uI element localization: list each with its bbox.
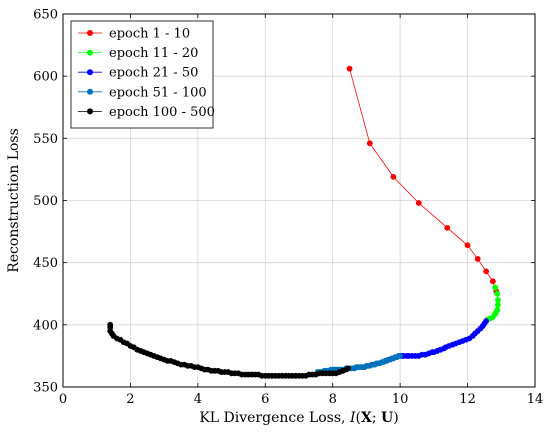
data-point bbox=[464, 242, 471, 249]
legend-swatch-marker bbox=[87, 88, 93, 95]
series-5 bbox=[107, 321, 351, 379]
y-tick-label: 400 bbox=[33, 318, 58, 333]
x-tick-label: 4 bbox=[194, 392, 202, 407]
y-tick-label: 500 bbox=[33, 194, 58, 209]
legend-item: epoch 100 - 500 bbox=[78, 105, 215, 120]
series-3 bbox=[398, 318, 490, 359]
legend-swatch-marker bbox=[87, 49, 93, 56]
axis-ticks: 0 2 4 6 8 10 12 14 350 400 450 500 550 600 650 bbox=[33, 8, 543, 408]
data-point bbox=[483, 268, 490, 275]
data-point bbox=[346, 65, 353, 72]
legend-label: epoch 100 - 500 bbox=[109, 105, 215, 120]
data-point bbox=[415, 200, 422, 206]
y-tick-label: 450 bbox=[33, 256, 58, 271]
x-tick-label: 10 bbox=[392, 392, 409, 407]
legend-box bbox=[70, 20, 214, 129]
legend-label: epoch 11 - 20 bbox=[109, 46, 198, 61]
data-point bbox=[492, 284, 499, 291]
x-tick-label: 0 bbox=[59, 392, 67, 407]
data-point bbox=[366, 140, 373, 147]
legend-swatch-marker bbox=[87, 108, 93, 115]
legend-label: epoch 1 - 10 bbox=[109, 27, 190, 42]
legend-label: epoch 51 - 100 bbox=[109, 85, 207, 100]
y-axis-label: Reconstruction Loss bbox=[6, 128, 22, 273]
data-point bbox=[390, 173, 397, 180]
series-4 bbox=[314, 353, 404, 375]
y-tick-label: 550 bbox=[33, 132, 58, 147]
data-point bbox=[107, 321, 114, 328]
x-tick-label: 6 bbox=[261, 392, 269, 407]
x-tick-label: 14 bbox=[527, 392, 544, 407]
data-point bbox=[494, 290, 501, 297]
data-point bbox=[489, 278, 496, 285]
x-tick-label: 12 bbox=[459, 392, 476, 407]
legend-swatch-marker bbox=[87, 30, 93, 36]
legend-swatch-marker bbox=[87, 69, 93, 76]
series-2 bbox=[484, 284, 501, 323]
data-point bbox=[444, 224, 451, 231]
plot-data bbox=[107, 65, 501, 379]
y-tick-label: 600 bbox=[33, 70, 58, 85]
data-point bbox=[474, 256, 481, 262]
data-point bbox=[495, 302, 501, 308]
series-1 bbox=[346, 65, 500, 295]
grid bbox=[62, 13, 536, 388]
legend-item: epoch 1 - 10 bbox=[78, 27, 190, 42]
series-line bbox=[349, 68, 497, 292]
legend-item: epoch 11 - 20 bbox=[78, 46, 198, 61]
y-tick-label: 350 bbox=[33, 381, 58, 396]
x-tick-label: 8 bbox=[329, 392, 337, 407]
legend-item: epoch 51 - 100 bbox=[78, 85, 207, 100]
legend-item: epoch 21 - 50 bbox=[78, 66, 198, 81]
x-axis-label: KL Divergence Loss, I(X; U) bbox=[199, 410, 398, 426]
x-tick-label: 2 bbox=[126, 392, 134, 407]
y-tick-label: 650 bbox=[33, 8, 58, 23]
legend-label: epoch 21 - 50 bbox=[109, 66, 198, 81]
legend: epoch 1 - 10 epoch 11 - 20 epoch 21 - 50 ep… bbox=[70, 20, 215, 129]
data-point bbox=[495, 297, 501, 303]
